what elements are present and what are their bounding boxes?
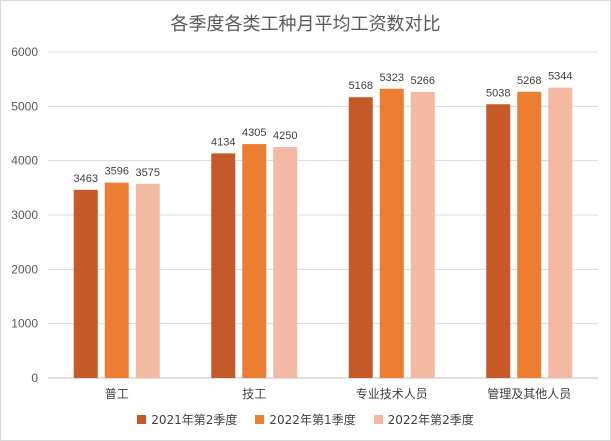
- y-tick-label: 6000: [11, 45, 38, 59]
- y-tick-label: 5000: [11, 99, 38, 113]
- bar: [135, 183, 160, 378]
- bar: [410, 91, 435, 378]
- legend-swatch: [373, 415, 383, 424]
- data-label: 5168: [349, 80, 373, 92]
- data-label: 4134: [211, 136, 235, 148]
- bar: [211, 153, 236, 378]
- x-category-label: 专业技术人员: [356, 386, 428, 401]
- legend-item-series-2: 2022年第1季度: [255, 411, 356, 428]
- y-tick-label: 3000: [11, 208, 38, 222]
- bar: [548, 87, 573, 378]
- bar: [104, 182, 129, 378]
- bar: [73, 189, 98, 378]
- legend-label: 2022年第2季度: [387, 413, 474, 427]
- data-labels: 3463 3596 3575 4134 4305 4250 5168 5323 5266 5038…: [74, 71, 573, 185]
- y-tick-label: 2000: [11, 262, 38, 276]
- bar: [379, 88, 404, 379]
- x-axis: 普工 技工 专业技术人员 管理及其他人员: [105, 386, 572, 401]
- data-label: 5038: [486, 87, 510, 99]
- bar: [348, 97, 373, 379]
- bar: [273, 147, 298, 378]
- x-category-label: 技工: [242, 387, 266, 401]
- legend-item-series-3: 2022年第2季度: [373, 411, 474, 428]
- legend-label: 2022年第1季度: [269, 413, 356, 427]
- bars: [73, 87, 573, 379]
- y-axis: 0 1000 2000 3000 4000 5000 6000: [11, 45, 38, 385]
- data-label: 3463: [74, 173, 98, 185]
- legend: 2021年第2季度 2022年第1季度 2022年第2季度: [0, 411, 611, 428]
- bar: [517, 91, 542, 378]
- data-label: 5266: [411, 75, 435, 87]
- data-label: 3575: [136, 167, 160, 179]
- y-tick-label: 0: [31, 371, 38, 385]
- data-label: 5268: [517, 75, 541, 87]
- data-label: 5323: [380, 72, 404, 84]
- legend-label: 2021年第2季度: [151, 413, 238, 427]
- data-label: 4250: [273, 130, 297, 142]
- legend-swatch: [137, 415, 147, 424]
- y-tick-label: 1000: [11, 317, 38, 331]
- data-label: 4305: [242, 127, 266, 139]
- chart-title: 各季度各类工种月平均工资数对比: [170, 14, 441, 35]
- data-label: 3596: [105, 166, 129, 178]
- legend-item-series-1: 2021年第2季度: [137, 411, 237, 428]
- y-tick-label: 4000: [11, 154, 38, 168]
- x-category-label: 管理及其他人员: [487, 386, 571, 401]
- bar: [242, 144, 267, 378]
- x-category-label: 普工: [105, 387, 129, 401]
- bar: [486, 104, 511, 378]
- legend-swatch: [255, 415, 265, 424]
- gridlines: [48, 51, 598, 379]
- data-label: 5344: [548, 71, 572, 83]
